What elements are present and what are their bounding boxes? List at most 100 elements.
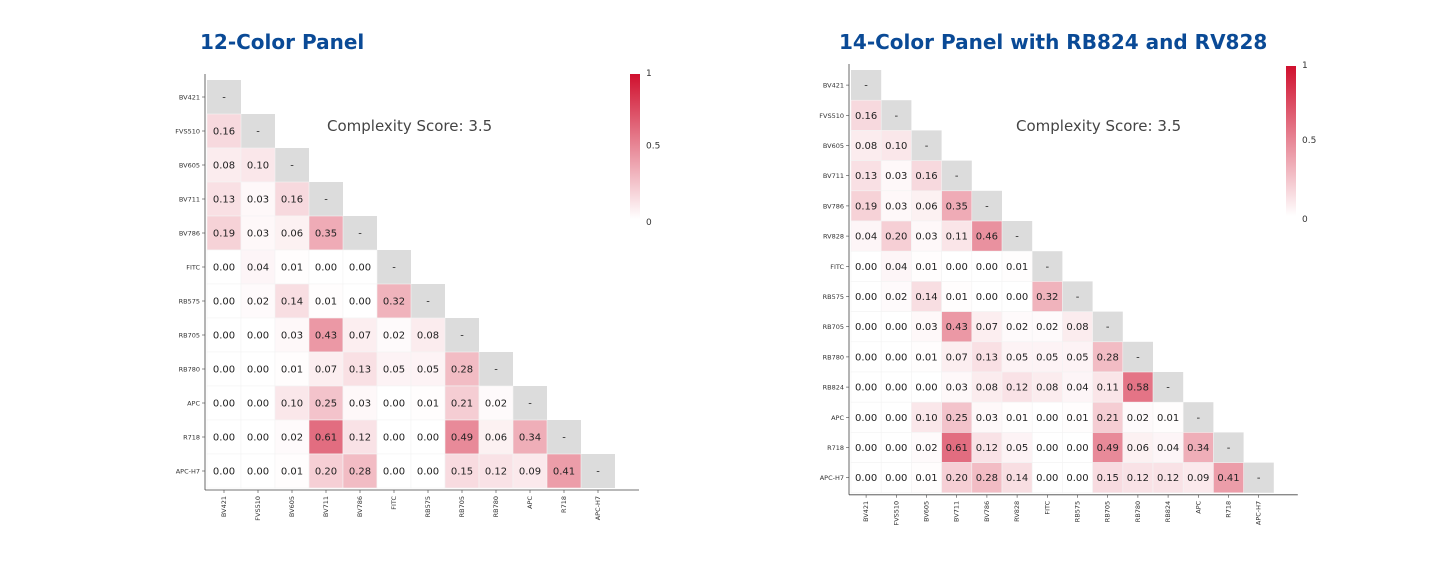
y-tick-label: RB780 bbox=[179, 366, 200, 374]
heatmap-cell-value: 0.01 bbox=[281, 263, 303, 274]
diagonal-cell bbox=[851, 70, 882, 101]
heatmap-cell-value: 0.00 bbox=[383, 467, 405, 478]
heatmap-cell-value: 0.41 bbox=[553, 467, 575, 478]
heatmap-cell bbox=[1092, 371, 1124, 403]
heatmap-cell-value: 0.07 bbox=[976, 322, 998, 333]
diagonal-cell bbox=[941, 160, 972, 191]
heatmap-cell bbox=[342, 351, 378, 387]
y-tick-label: FVS510 bbox=[175, 128, 200, 136]
colorbar bbox=[630, 74, 640, 219]
heatmap-cell bbox=[971, 432, 1003, 463]
heatmap-cell-value: 0.35 bbox=[946, 201, 968, 212]
heatmap-cell bbox=[850, 462, 882, 494]
x-tick-label: RB575 bbox=[1074, 501, 1082, 522]
heatmap-cell-value: 0.16 bbox=[213, 127, 235, 138]
heatmap-cell-value: 0.00 bbox=[1036, 443, 1058, 454]
x-tick-label: RB705 bbox=[458, 496, 466, 517]
diagonal-cell bbox=[971, 190, 1002, 221]
diagonal-cell bbox=[1243, 462, 1274, 493]
colorbar-tick-label: 0 bbox=[1302, 215, 1308, 225]
heatmap-cell-value: 0.28 bbox=[451, 365, 473, 376]
diagonal-cell bbox=[343, 216, 377, 250]
heatmap-cell bbox=[1122, 462, 1154, 494]
heatmap-cell bbox=[376, 283, 412, 319]
y-tick-label: RB780 bbox=[823, 353, 844, 361]
x-tick-label: BV605 bbox=[923, 501, 931, 522]
heatmap-cell bbox=[274, 453, 310, 489]
diagonal-cell-label: - bbox=[460, 331, 464, 342]
heatmap-cell-value: 0.03 bbox=[885, 201, 907, 212]
heatmap-cell bbox=[850, 99, 882, 131]
complexity-score-label: Complexity Score: 3.5 bbox=[327, 117, 492, 135]
heatmap-cell-value: 0.08 bbox=[976, 383, 998, 394]
heatmap-cell-value: 0.04 bbox=[247, 263, 269, 274]
heatmap-cell-value: 0.03 bbox=[915, 322, 937, 333]
colorbar-tick-label: 0.5 bbox=[646, 142, 660, 152]
heatmap-cell-value: 0.13 bbox=[855, 171, 877, 182]
heatmap-cell-value: 0.05 bbox=[1066, 352, 1088, 363]
heatmap-cell bbox=[911, 341, 942, 373]
heatmap-cell-value: 0.43 bbox=[946, 322, 968, 333]
heatmap-cell-value: 0.01 bbox=[915, 352, 937, 363]
heatmap-cell-value: 0.07 bbox=[349, 331, 371, 342]
heatmap-cell bbox=[971, 371, 1003, 403]
diagonal-cell bbox=[1153, 372, 1184, 403]
heatmap-cell bbox=[941, 462, 973, 494]
heatmap-cell-value: 0.00 bbox=[885, 473, 907, 484]
heatmap-cell-value: 0.00 bbox=[213, 365, 235, 376]
heatmap-cell-value: 0.00 bbox=[247, 467, 269, 478]
heatmap-cell-value: 0.02 bbox=[1036, 322, 1058, 333]
diagonal-cell-label: - bbox=[925, 141, 929, 152]
heatmap-cell bbox=[880, 250, 912, 282]
heatmap-cell-value: 0.41 bbox=[1217, 473, 1239, 484]
x-tick-label: RB824 bbox=[1164, 501, 1172, 522]
heatmap-cell bbox=[1031, 432, 1063, 463]
heatmap-cell bbox=[274, 419, 310, 455]
heatmap-cell-value: 0.12 bbox=[1006, 383, 1028, 394]
heatmap-cell bbox=[240, 215, 276, 251]
heatmap-cell bbox=[1001, 371, 1033, 403]
heatmap-cell-value: 0.00 bbox=[885, 352, 907, 363]
diagonal-cell bbox=[1062, 281, 1093, 312]
heatmap-cell-value: 0.00 bbox=[315, 263, 337, 274]
heatmap-cell-value: 0.00 bbox=[1066, 443, 1088, 454]
heatmap-cell-value: 0.08 bbox=[855, 141, 877, 152]
heatmap-cell-value: 0.00 bbox=[213, 297, 235, 308]
diagonal-cell bbox=[309, 182, 343, 216]
heatmap-cell-value: 0.06 bbox=[1127, 443, 1149, 454]
heatmap-cell bbox=[342, 283, 378, 319]
y-tick-label: BV786 bbox=[823, 202, 844, 210]
heatmap-cell bbox=[1001, 432, 1033, 463]
y-tick-label: RB575 bbox=[823, 293, 844, 301]
x-tick-label: RV828 bbox=[1013, 501, 1021, 522]
y-tick-label: RB705 bbox=[823, 323, 844, 331]
diagonal-cell bbox=[1032, 251, 1063, 282]
diagonal-cell bbox=[881, 100, 912, 131]
heatmap-cell-value: 0.03 bbox=[247, 195, 269, 206]
heatmap-cell-value: 0.00 bbox=[855, 443, 877, 454]
y-tick-label: FITC bbox=[186, 264, 200, 272]
heatmap-cell bbox=[512, 419, 548, 455]
y-tick-label: APC bbox=[831, 414, 844, 422]
x-tick-label: R718 bbox=[560, 496, 568, 513]
colorbar-tick-label: 1 bbox=[646, 69, 652, 79]
heatmap-cell bbox=[308, 351, 344, 387]
heatmap-cell bbox=[880, 160, 912, 192]
heatmap-cell bbox=[1152, 462, 1184, 494]
y-tick-label: BV711 bbox=[823, 172, 844, 180]
heatmap-cell bbox=[1031, 281, 1063, 312]
heatmap-cell-value: 0.49 bbox=[451, 433, 473, 444]
heatmap-cell-value: 0.06 bbox=[485, 433, 507, 444]
heatmap-cell bbox=[376, 385, 412, 421]
heatmap-cell-value: 0.12 bbox=[976, 443, 998, 454]
heatmap-cell-value: 0.00 bbox=[213, 263, 235, 274]
heatmap-cell-value: 0.00 bbox=[213, 467, 235, 478]
diagonal-cell bbox=[411, 284, 445, 318]
heatmap-cell-value: 0.01 bbox=[315, 297, 337, 308]
x-tick-label: BV421 bbox=[862, 501, 870, 522]
heatmap-cell-value: 0.15 bbox=[1097, 473, 1119, 484]
heatmap-cell-value: 0.00 bbox=[885, 443, 907, 454]
heatmap-cell-value: 0.09 bbox=[1187, 473, 1209, 484]
heatmap-cell-value: 0.01 bbox=[946, 292, 968, 303]
heatmap-cell bbox=[240, 351, 276, 387]
